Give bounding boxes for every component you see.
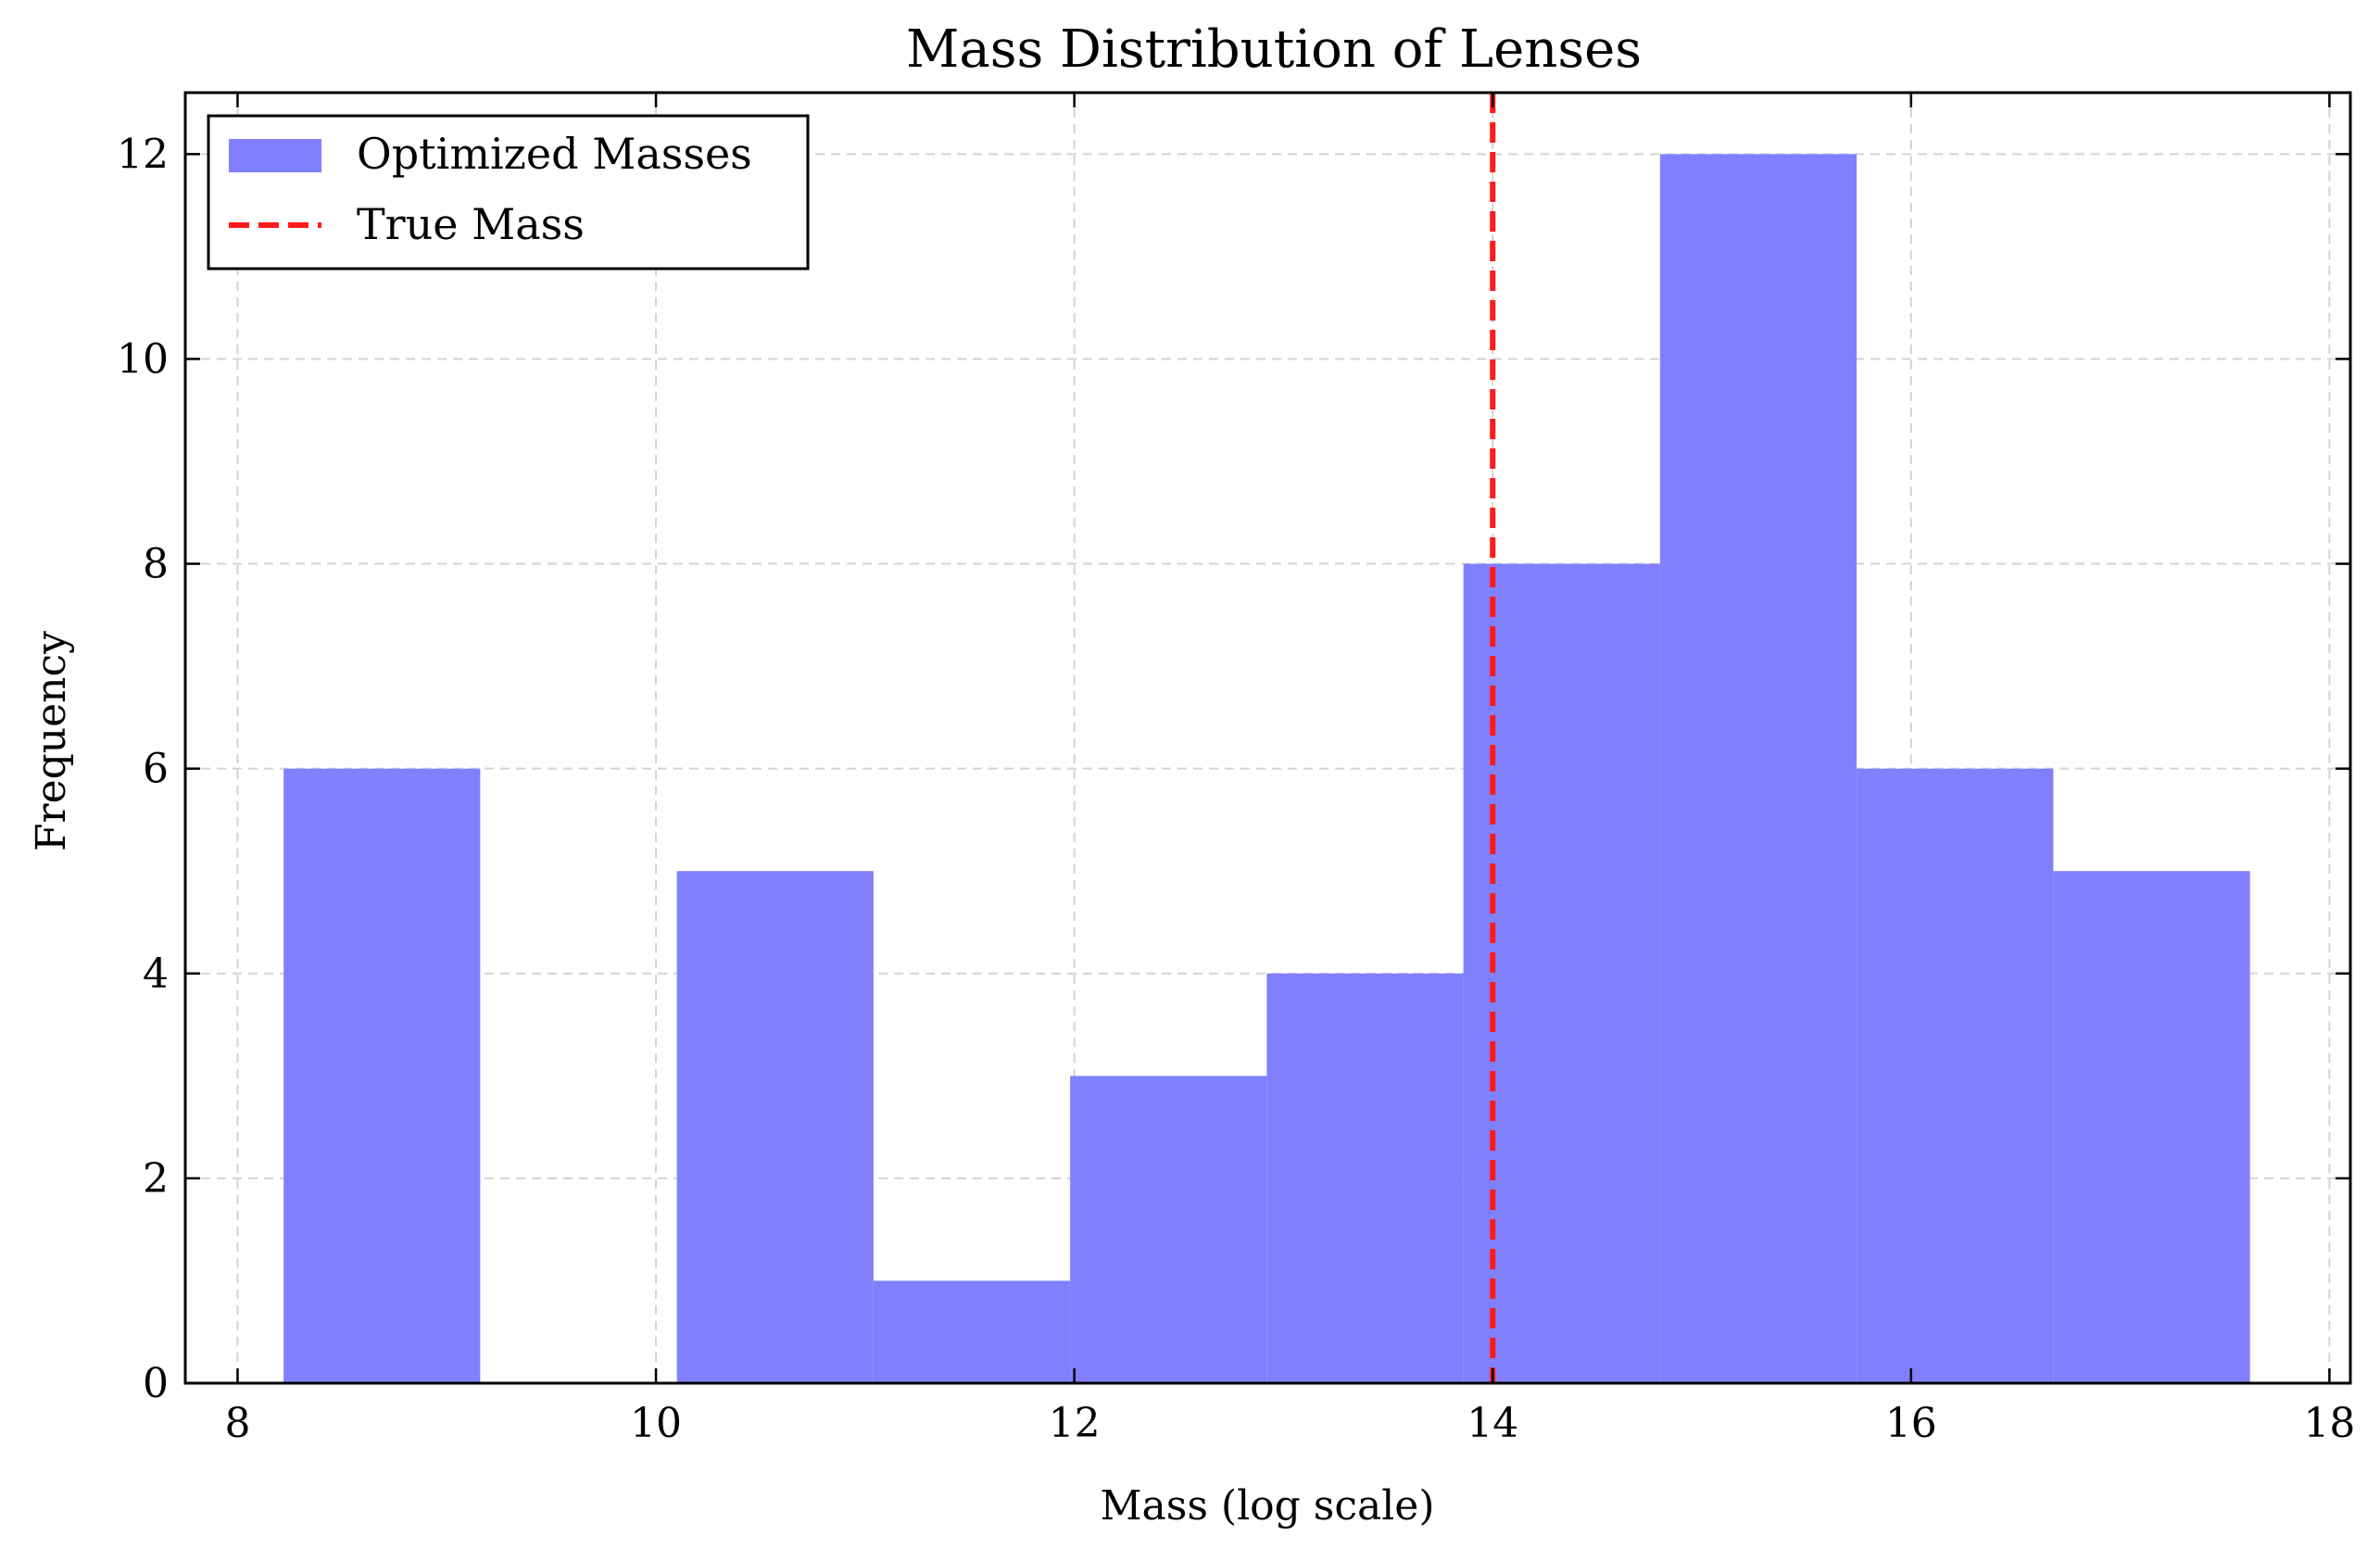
histogram-bar xyxy=(873,1280,1071,1383)
x-tick-label: 12 xyxy=(1049,1400,1101,1447)
histogram-bar xyxy=(1266,973,1464,1383)
y-tick-label: 10 xyxy=(117,335,169,383)
x-tick-label: 18 xyxy=(2303,1400,2355,1447)
histogram-bar xyxy=(1463,563,1660,1383)
legend: Optimized Masses True Mass xyxy=(207,114,810,271)
x-tick-label: 14 xyxy=(1467,1400,1518,1447)
legend-label-optimized-masses: Optimized Masses xyxy=(357,129,752,179)
y-tick-label: 0 xyxy=(143,1360,169,1407)
histogram-bars xyxy=(283,154,2250,1383)
y-tick-label: 8 xyxy=(143,541,169,588)
y-tick-label: 6 xyxy=(143,746,169,793)
histogram-bar xyxy=(1659,154,1857,1383)
histogram-bar xyxy=(676,871,874,1383)
plot-frame xyxy=(183,91,2352,1385)
x-axis-label: Mass (log scale) xyxy=(1100,1482,1434,1530)
y-axis-label: Frequency xyxy=(28,631,75,851)
histogram-bar xyxy=(1070,1076,1267,1383)
x-tick-label: 16 xyxy=(1885,1400,1937,1447)
y-tick-label: 2 xyxy=(143,1155,169,1203)
histogram-bar xyxy=(2053,871,2250,1383)
histogram-bar xyxy=(283,768,481,1383)
x-tick-label: 10 xyxy=(630,1400,682,1447)
x-tick-label: 8 xyxy=(224,1400,250,1447)
y-tick-label: 4 xyxy=(143,951,169,998)
legend-label-true-mass: True Mass xyxy=(357,199,585,249)
y-tick-label: 12 xyxy=(117,131,169,178)
chart-title: Mass Distribution of Lenses xyxy=(906,19,1642,80)
legend-swatch-optimized-masses xyxy=(229,139,321,172)
axis-ticks: 8 10 12 14 16 18 0 2 4 6 8 10 12 xyxy=(117,93,2355,1447)
histogram-bar xyxy=(1857,768,2054,1383)
